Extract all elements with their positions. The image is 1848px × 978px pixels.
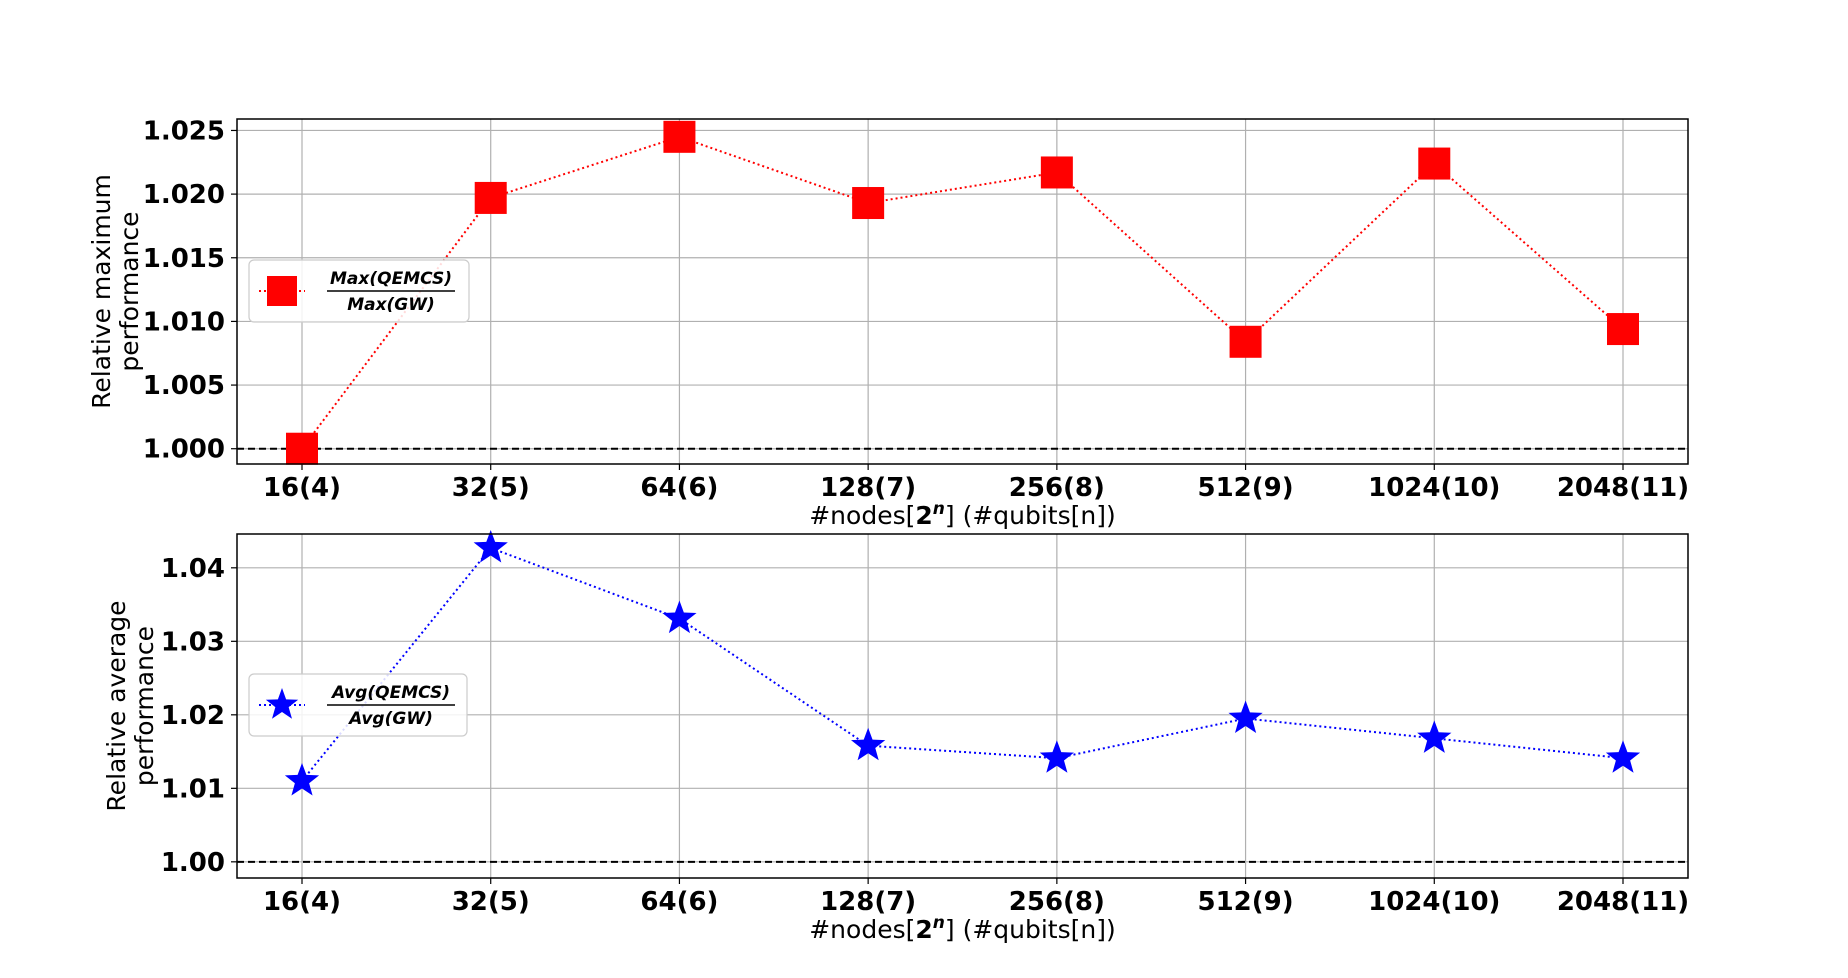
plot-frame (236, 533, 1689, 879)
y-axis-label: Relative maximum (87, 174, 116, 409)
data-point (474, 181, 507, 214)
x-tick-label: 2048(11) (1557, 887, 1689, 917)
x-tick-label: 2048(11) (1557, 473, 1689, 503)
y-axis-label: performance (130, 626, 159, 786)
data-point (1229, 325, 1262, 358)
y-tick-label: 1.03 (161, 627, 225, 657)
x-tick-label: 256(8) (1009, 473, 1105, 503)
data-point (851, 727, 886, 761)
data-point (662, 600, 697, 634)
x-tick-label: 1024(10) (1368, 887, 1500, 917)
data-point (1607, 313, 1639, 346)
data-point (1417, 720, 1452, 753)
legend-label-denominator: Avg(GW) (347, 709, 433, 729)
data-point (1040, 156, 1073, 189)
y-tick-label: 1.02 (161, 701, 225, 731)
series-line (301, 546, 1624, 782)
legend: Avg(QEMCS) Avg(GW) (248, 673, 468, 737)
y-tick-label: 1.04 (161, 554, 225, 584)
y-tick-label: 1.000 (143, 435, 225, 465)
data-point (284, 762, 320, 796)
data-point (663, 120, 696, 153)
y-axis-label: performance (115, 211, 144, 371)
x-tick-label: 16(4) (263, 887, 341, 917)
x-tick-label: 64(6) (640, 887, 718, 917)
y-axis-label: Relative average (102, 600, 131, 811)
data-point (852, 187, 885, 220)
subplot-2: 16(4) 32(5) 64(6) 128(7) 256(8) 512(9) 1024(10… (102, 529, 1689, 944)
x-tick-label: 256(8) (1009, 887, 1105, 917)
x-tick-label: 32(5) (452, 473, 530, 503)
subplot-1: 16(4) 32(5) 64(6) 128(7) 256(8) 512(9) 1024(10… (87, 116, 1689, 530)
y-tick-label: 1.005 (143, 371, 225, 401)
plot-frame (236, 118, 1689, 465)
data-point (473, 529, 508, 563)
x-axis-label: #nodes[2n] (#qubits[n]) (809, 499, 1116, 530)
data-point (1605, 740, 1641, 773)
legend-marker (267, 276, 297, 306)
data-point (1228, 700, 1263, 734)
series-line (301, 135, 1624, 450)
data-point (286, 432, 318, 465)
y-tick-label: 1.015 (143, 244, 225, 274)
legend-marker (265, 688, 299, 719)
legend: Max(QEMCS) Max(GW) (248, 259, 470, 323)
y-tick-label: 1.010 (143, 307, 225, 337)
y-tick-label: 1.020 (143, 180, 225, 210)
data-point (1039, 740, 1074, 773)
legend-label-denominator: Max(GW) (347, 295, 435, 315)
legend-label-numerator: Avg(QEMCS) (330, 683, 450, 703)
y-tick-label: 1.00 (161, 848, 225, 878)
x-tick-label: 32(5) (452, 887, 530, 917)
x-tick-label: 512(9) (1198, 473, 1294, 503)
x-tick-label: 128(7) (820, 887, 916, 917)
x-tick-label: 128(7) (820, 473, 916, 503)
y-tick-label: 1.01 (161, 774, 225, 804)
x-tick-label: 1024(10) (1368, 473, 1500, 503)
x-tick-label: 64(6) (640, 473, 718, 503)
x-tick-label: 16(4) (263, 473, 341, 503)
legend-label-numerator: Max(QEMCS) (330, 269, 452, 289)
x-tick-label: 512(9) (1198, 887, 1294, 917)
data-point (1418, 147, 1451, 180)
y-tick-label: 1.025 (143, 116, 225, 146)
x-axis-label: #nodes[2n] (#qubits[n]) (809, 913, 1116, 944)
